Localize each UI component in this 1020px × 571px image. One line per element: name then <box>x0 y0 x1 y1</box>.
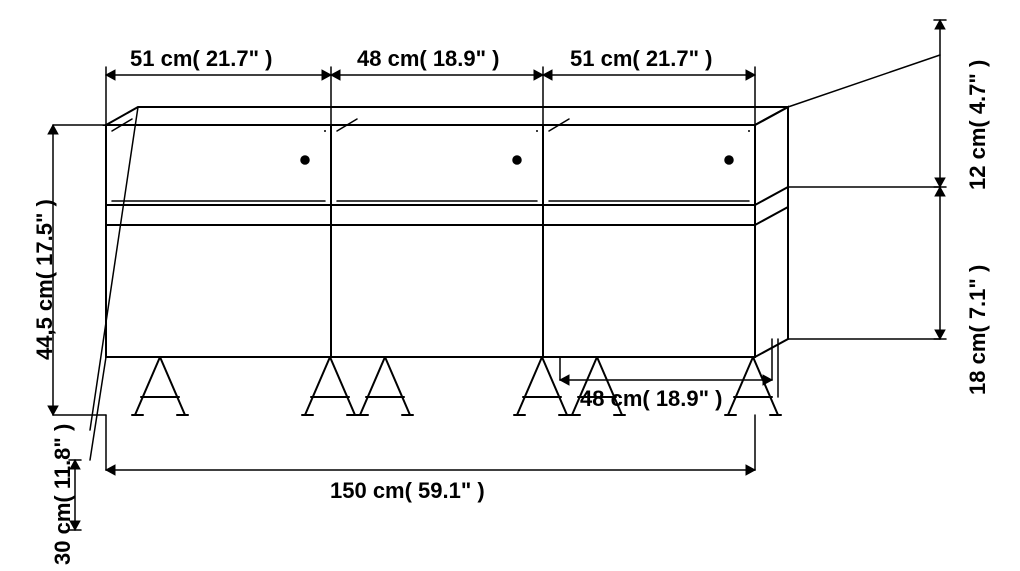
dim-label-depth: 30 cm( 11.8" ) <box>50 424 76 565</box>
dim-label-height-total: 44,5 cm( 17.5" ) <box>32 199 58 360</box>
drawing-svg <box>0 0 1020 571</box>
dim-label-top-seg2: 48 cm( 18.9" ) <box>357 46 500 72</box>
dim-label-right-upper: 12 cm( 4.7" ) <box>965 60 991 190</box>
dim-label-top-seg3: 51 cm( 21.7" ) <box>570 46 713 72</box>
diagram-stage: 51 cm( 21.7" ) 48 cm( 18.9" ) 51 cm( 21.… <box>0 0 1020 571</box>
dim-label-right-lower: 18 cm( 7.1" ) <box>965 265 991 395</box>
dim-label-inner-width: 48 cm( 18.9" ) <box>580 386 723 412</box>
dim-label-top-seg1: 51 cm( 21.7" ) <box>130 46 273 72</box>
dim-label-width-total: 150 cm( 59.1" ) <box>330 478 485 504</box>
